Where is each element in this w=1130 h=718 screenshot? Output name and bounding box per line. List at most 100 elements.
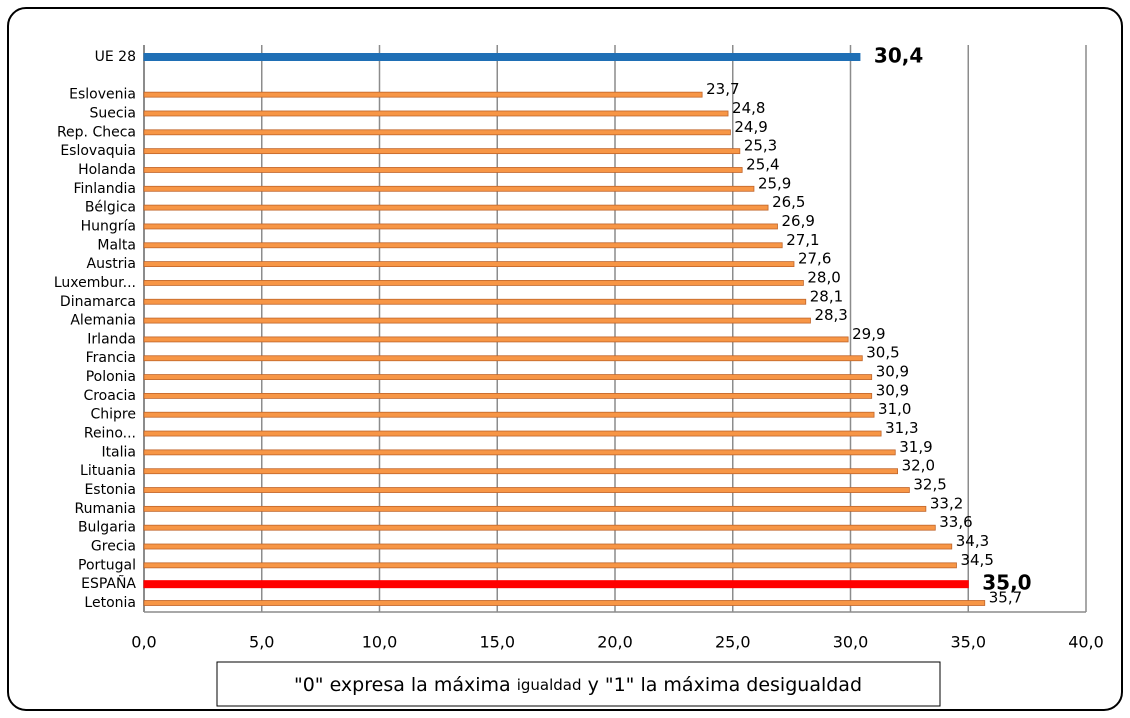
- bar: [143, 524, 936, 531]
- y-tick-label: Grecia: [91, 539, 136, 555]
- y-tick-label: Malta: [97, 237, 136, 253]
- note-box: [216, 661, 941, 707]
- y-tick-label: Luxembur...: [54, 275, 136, 291]
- x-tick-label: 20,0: [597, 633, 633, 652]
- value-label: 24,8: [732, 99, 765, 117]
- y-tick-label: Lituania: [80, 463, 136, 479]
- note-part: igualdad: [517, 676, 582, 694]
- y-tick-label: Francia: [86, 350, 136, 366]
- x-tick-label: 10,0: [362, 633, 398, 652]
- note: "0" expresa la máxima igualdad y "1" la …: [294, 674, 862, 696]
- y-tick-label: ESPAÑA: [81, 575, 136, 592]
- value-label: 27,1: [786, 231, 819, 249]
- x-tick-label: 35,0: [950, 633, 986, 652]
- y-tick-label: Portugal: [78, 557, 136, 573]
- bar: [143, 148, 741, 155]
- y-tick-label: Estonia: [84, 482, 136, 498]
- y-tick-label: Dinamarca: [60, 294, 136, 310]
- y-tick-label: UE 28: [95, 49, 136, 65]
- bar: [143, 392, 873, 399]
- note-part: "0" expresa la máxima: [294, 674, 517, 696]
- x-tick-label: 0,0: [131, 633, 156, 652]
- value-label: 24,9: [734, 118, 767, 136]
- bar: [143, 411, 875, 418]
- bar: [143, 449, 896, 456]
- y-tick-label: Finlandia: [74, 181, 137, 197]
- value-label: 25,3: [744, 137, 777, 155]
- bar: [143, 580, 969, 589]
- y-tick-label: Eslovaquia: [60, 143, 136, 159]
- bar: [143, 336, 849, 343]
- bar: [143, 110, 729, 117]
- y-tick-label: Chipre: [91, 407, 137, 423]
- bar: [143, 505, 927, 512]
- value-label: 29,9: [852, 325, 885, 343]
- y-tick-label: Rep. Checa: [57, 124, 136, 140]
- bar: [143, 185, 755, 192]
- y-tick-label: Alemania: [70, 313, 136, 329]
- y-tick-label: Reino...: [84, 426, 136, 442]
- bar: [143, 317, 811, 324]
- y-tick-label: Bulgaria: [78, 520, 136, 536]
- y-tick-label: Holanda: [78, 162, 136, 178]
- bar: [143, 430, 882, 437]
- value-label: 28,3: [814, 306, 847, 324]
- value-label: 33,6: [939, 513, 972, 531]
- y-tick-label: Polonia: [86, 369, 136, 385]
- value-label: 32,0: [902, 457, 935, 475]
- value-label: 30,5: [866, 344, 899, 362]
- value-label: 26,9: [781, 212, 814, 230]
- value-label: 34,5: [960, 551, 993, 569]
- y-tick-label: Bélgica: [85, 200, 136, 216]
- value-label: 30,9: [876, 381, 909, 399]
- value-label: 31,0: [878, 400, 911, 418]
- y-tick-label: Rumania: [74, 501, 136, 517]
- value-label: 28,1: [810, 287, 843, 305]
- y-tick-label: Italia: [101, 444, 136, 460]
- value-label: 35,7: [989, 589, 1022, 607]
- bar: [143, 543, 953, 550]
- bar: [143, 487, 910, 493]
- bar: [143, 298, 807, 305]
- value-label: 30,4: [874, 44, 923, 68]
- x-tick-label: 5,0: [249, 633, 274, 652]
- value-label: 33,2: [930, 494, 963, 512]
- note-part: y "1" la máxima desigualdad: [582, 674, 862, 696]
- x-tick-label: 15,0: [479, 633, 515, 652]
- value-label: 23,7: [706, 80, 739, 98]
- y-tick-label: Eslovenia: [69, 87, 136, 103]
- y-tick-label: Hungría: [81, 218, 136, 234]
- value-label: 27,6: [798, 250, 831, 268]
- value-label: 25,4: [746, 155, 779, 173]
- bar: [143, 562, 957, 569]
- bar: [143, 355, 863, 362]
- bar: [143, 129, 731, 136]
- value-label: 34,3: [956, 532, 989, 550]
- value-label: 30,9: [876, 363, 909, 381]
- bar: [143, 167, 743, 173]
- bar: [143, 242, 783, 249]
- bar: [143, 223, 778, 230]
- value-label: 32,5: [913, 476, 946, 494]
- value-label: 28,0: [807, 268, 840, 286]
- y-tick-label: Suecia: [89, 105, 136, 121]
- x-tick-label: 25,0: [715, 633, 751, 652]
- value-label: 31,3: [885, 419, 918, 437]
- value-label: 31,9: [899, 438, 932, 456]
- bar: [143, 91, 703, 98]
- y-tick-label: Irlanda: [87, 331, 136, 347]
- y-tick-label: Croacia: [83, 388, 136, 404]
- x-tick-label: 30,0: [833, 633, 869, 652]
- bar: [143, 600, 986, 606]
- bar: [143, 280, 804, 286]
- bar: [143, 374, 873, 380]
- bar: [143, 261, 795, 268]
- value-label: 26,5: [772, 193, 805, 211]
- y-tick-label: Austria: [87, 256, 136, 272]
- x-tick-label: 40,0: [1068, 633, 1104, 652]
- value-label: 25,9: [758, 174, 791, 192]
- value-label: 35,0: [982, 571, 1031, 595]
- y-tick-label: Letonia: [84, 595, 136, 611]
- bar: [143, 468, 898, 475]
